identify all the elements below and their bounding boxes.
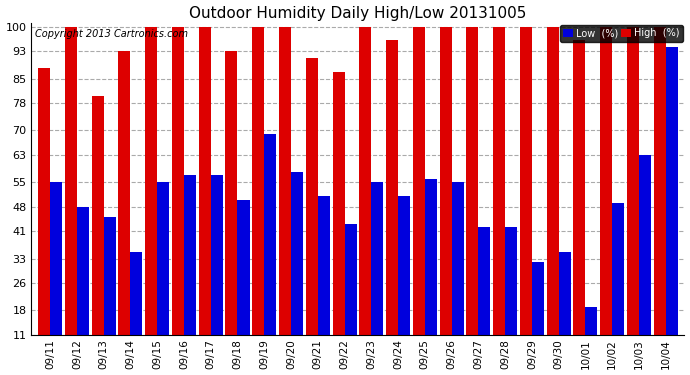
Bar: [333, 72, 344, 335]
Bar: [546, 27, 559, 335]
Bar: [493, 27, 505, 335]
Bar: [653, 27, 666, 335]
Bar: [77, 207, 89, 335]
Bar: [344, 224, 357, 335]
Bar: [237, 200, 250, 335]
Bar: [425, 179, 437, 335]
Bar: [413, 27, 425, 335]
Bar: [600, 27, 612, 335]
Bar: [532, 262, 544, 335]
Bar: [104, 217, 116, 335]
Bar: [38, 68, 50, 335]
Bar: [145, 27, 157, 335]
Bar: [306, 58, 318, 335]
Bar: [639, 154, 651, 335]
Bar: [398, 196, 410, 335]
Bar: [666, 47, 678, 335]
Bar: [466, 27, 478, 335]
Bar: [318, 196, 330, 335]
Bar: [359, 27, 371, 335]
Bar: [291, 172, 303, 335]
Text: Copyright 2013 Cartronics.com: Copyright 2013 Cartronics.com: [34, 29, 188, 39]
Bar: [119, 51, 130, 335]
Bar: [199, 27, 210, 335]
Bar: [440, 27, 451, 335]
Bar: [559, 252, 571, 335]
Bar: [92, 96, 104, 335]
Bar: [172, 27, 184, 335]
Bar: [226, 51, 237, 335]
Bar: [505, 227, 518, 335]
Title: Outdoor Humidity Daily High/Low 20131005: Outdoor Humidity Daily High/Low 20131005: [189, 6, 526, 21]
Bar: [184, 176, 196, 335]
Bar: [264, 134, 276, 335]
Bar: [585, 307, 598, 335]
Legend: Low  (%), High  (%): Low (%), High (%): [560, 25, 682, 42]
Bar: [478, 227, 491, 335]
Bar: [612, 203, 624, 335]
Bar: [130, 252, 142, 335]
Bar: [50, 182, 62, 335]
Bar: [520, 27, 532, 335]
Bar: [627, 27, 639, 335]
Bar: [253, 27, 264, 335]
Bar: [386, 40, 398, 335]
Bar: [279, 27, 291, 335]
Bar: [573, 40, 585, 335]
Bar: [157, 182, 169, 335]
Bar: [371, 182, 384, 335]
Bar: [65, 27, 77, 335]
Bar: [451, 182, 464, 335]
Bar: [210, 176, 223, 335]
